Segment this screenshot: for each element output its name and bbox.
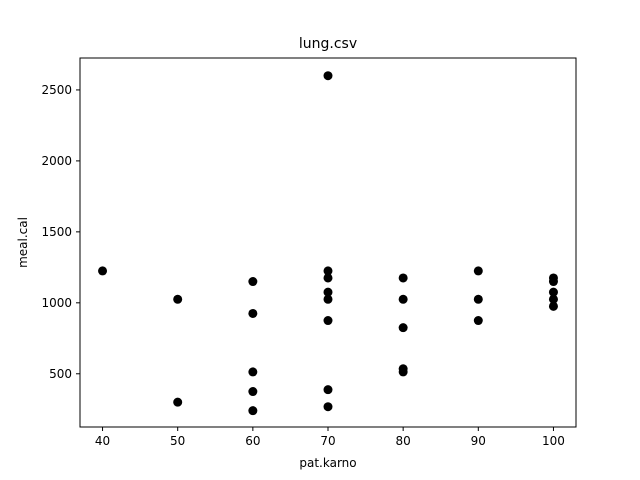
data-point [248,367,258,377]
data-point [323,316,333,326]
y-tick-label: 2000 [41,154,72,168]
y-axis-label: meal.cal [16,217,30,268]
y-tick-label: 500 [49,367,72,381]
data-point [473,316,483,326]
data-point [323,71,333,81]
chart-title: lung.csv [299,36,357,52]
y-tick-label: 1000 [41,296,72,310]
data-point [323,266,333,276]
plot-area-frame [79,57,577,428]
y-tick-label: 2500 [41,83,72,97]
y-tick-label: 1500 [41,225,72,239]
data-point [323,287,333,297]
data-point [548,287,558,297]
data-point [473,266,483,276]
data-point [473,294,483,304]
data-point [398,294,408,304]
data-point [98,266,108,276]
data-point [398,323,408,333]
data-point [323,273,333,283]
x-axis-label: pat.karno [299,456,356,470]
x-tick-label: 50 [170,434,185,448]
data-point [398,367,408,377]
x-tick-label: 100 [542,434,565,448]
data-point [398,273,408,283]
x-tick-label: 80 [396,434,411,448]
data-point [323,402,333,412]
data-point [173,294,183,304]
data-point [548,294,558,304]
data-point [173,397,183,407]
data-point [248,387,258,397]
axis-ticks: 40 50 60 70 80 90 100 500 1000 1500 2000 2500 [41,83,564,448]
data-point [323,294,333,304]
x-tick-label: 70 [320,434,335,448]
x-tick-label: 60 [245,434,260,448]
data-points [98,71,558,416]
data-point [548,277,558,287]
data-point [323,385,333,395]
data-point [248,308,258,318]
x-tick-label: 40 [95,434,110,448]
data-point [248,406,258,416]
data-point [248,277,258,287]
x-tick-label: 90 [471,434,486,448]
data-point [548,301,558,311]
